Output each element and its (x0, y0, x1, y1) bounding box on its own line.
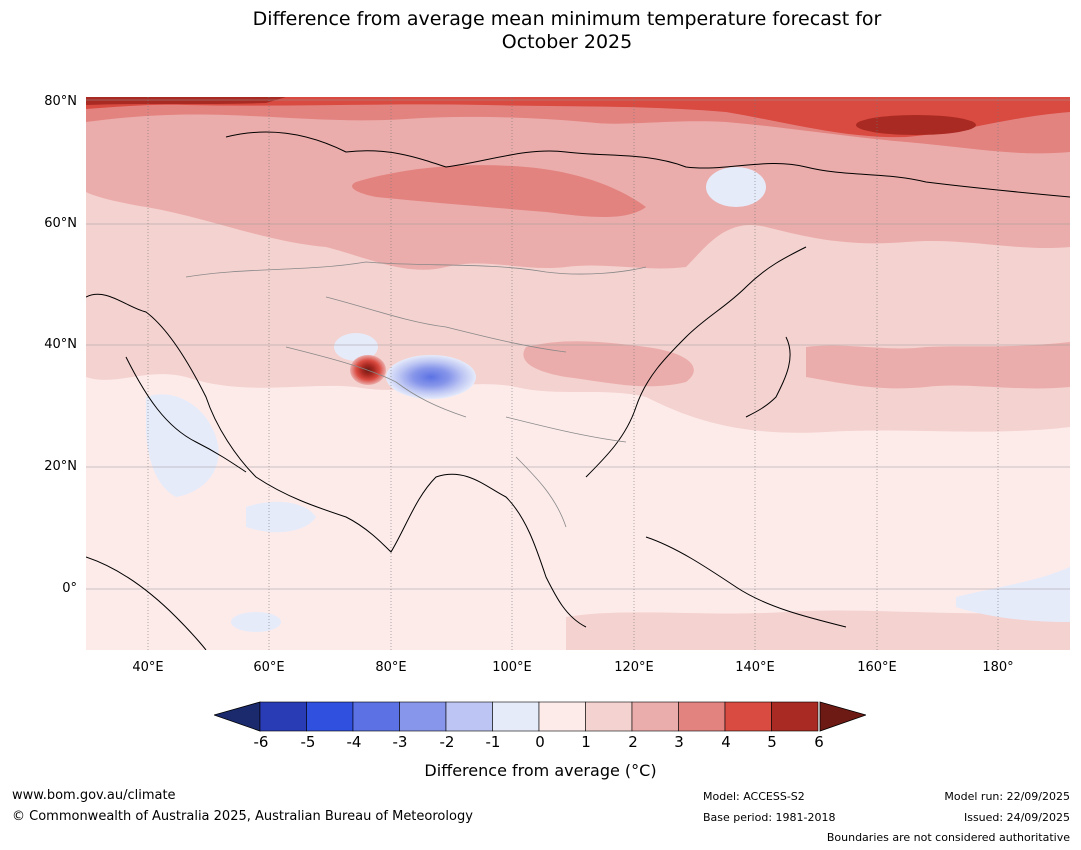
colorbar-tick-2: 2 (628, 733, 638, 751)
colorbar-segments (259, 701, 819, 732)
colorbar-segment (631, 701, 679, 732)
colorbar-tick-6: 6 (814, 733, 824, 751)
colorbar-tick-minus-6: -6 (253, 733, 269, 751)
anomaly-band-3-4-siberia (352, 165, 646, 217)
footer-base-period: Base period: 1981-2018 (703, 811, 836, 824)
colorbar-segment (399, 701, 447, 732)
colorbar (214, 701, 866, 732)
colorbar-segment (445, 701, 493, 732)
title-line-1: Difference from average mean minimum tem… (252, 8, 882, 30)
colorbar-segment (585, 701, 633, 732)
cold-spot-tibet (386, 355, 476, 399)
colorbar-segment (306, 701, 354, 732)
cool-anomaly-arabian-sea (246, 501, 316, 533)
lon-label-140e: 140°E (735, 660, 775, 675)
colorbar-tick-5: 5 (767, 733, 777, 751)
colorbar-tick-minus-1: -1 (485, 733, 501, 751)
cool-anomaly-central-asia (334, 333, 378, 361)
lon-label-160e: 160°E (857, 660, 897, 675)
country-borders (185, 261, 647, 528)
colorbar-tick-minus-5: -5 (300, 733, 316, 751)
colorbar-under-arrow (214, 701, 261, 732)
colorbar-tick-minus-4: -4 (346, 733, 362, 751)
longitude-gridlines (147, 97, 999, 650)
colorbar-label: Difference from average (°C) (424, 761, 657, 780)
lat-label-20n: 20°N (44, 459, 77, 474)
colorbar-over-arrow (819, 701, 866, 732)
colorbar-segment (492, 701, 540, 732)
footer-model-run: Model run: 22/09/2025 (944, 790, 1070, 803)
colorbar-segment (771, 701, 819, 732)
colorbar-segment (678, 701, 726, 732)
anomaly-band-1-2-south (566, 610, 1070, 650)
lon-label-120e: 120°E (614, 660, 654, 675)
anomaly-band-4-5 (86, 97, 1070, 138)
anomaly-band-2-3-central (523, 341, 694, 387)
lon-label-180: 180° (982, 660, 1014, 675)
colorbar-tick-minus-2: -2 (439, 733, 455, 751)
footer-copyright: © Commonwealth of Australia 2025, Austra… (12, 809, 473, 824)
colorbar-tick-1: 1 (581, 733, 591, 751)
latitude-gridlines (86, 99, 1070, 590)
colorbar-segment (352, 701, 400, 732)
lon-label-40e: 40°E (132, 660, 164, 675)
lat-label-80n: 80°N (44, 94, 77, 109)
footer-model: Model: ACCESS-S2 (703, 790, 805, 803)
anomaly-band-2-3-pacific (806, 342, 1070, 389)
map-canvas (86, 97, 1070, 650)
footer-disclaimer: Boundaries are not considered authoritat… (826, 831, 1070, 844)
lon-label-60e: 60°E (253, 660, 285, 675)
colorbar-segment (724, 701, 772, 732)
footer-issued: Issued: 24/09/2025 (963, 811, 1070, 824)
title-line-2: October 2025 (501, 31, 633, 53)
colorbar-segment (259, 701, 307, 732)
colorbar-tick-3: 3 (674, 733, 684, 751)
temperature-anomaly-map[interactable] (86, 97, 1070, 650)
lon-label-100e: 100°E (492, 660, 532, 675)
coastlines (86, 131, 1070, 650)
colorbar-tick-minus-3: -3 (392, 733, 408, 751)
cool-anomaly-east-siberia (706, 167, 766, 207)
lat-label-40n: 40°N (44, 337, 77, 352)
colorbar-segment (538, 701, 586, 732)
cool-anomaly-arabia (146, 394, 219, 497)
lat-label-0: 0° (62, 581, 77, 596)
footer-website[interactable]: www.bom.gov.au/climate (12, 788, 176, 803)
lon-label-80e: 80°E (375, 660, 407, 675)
colorbar-tick-0: 0 (535, 733, 545, 751)
colorbar-tick-4: 4 (721, 733, 731, 751)
lat-label-60n: 60°N (44, 216, 77, 231)
cool-anomaly-indian-ocean (231, 612, 281, 632)
anomaly-band-5-6 (856, 115, 976, 135)
map-title: Difference from average mean minimum tem… (0, 8, 1081, 54)
cool-anomaly-pacific (956, 567, 1070, 622)
anomaly-band-5-6-west (86, 97, 286, 105)
